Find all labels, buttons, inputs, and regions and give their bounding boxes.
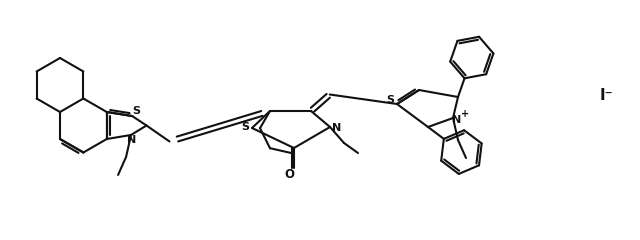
Text: I⁻: I⁻ [599,88,613,102]
Text: N: N [452,115,461,125]
Text: S: S [386,95,394,105]
Text: S: S [132,106,140,116]
Text: N: N [332,123,342,133]
Text: +: + [461,109,469,119]
Text: N: N [127,135,137,145]
Text: S: S [241,122,249,132]
Text: O: O [284,168,294,181]
